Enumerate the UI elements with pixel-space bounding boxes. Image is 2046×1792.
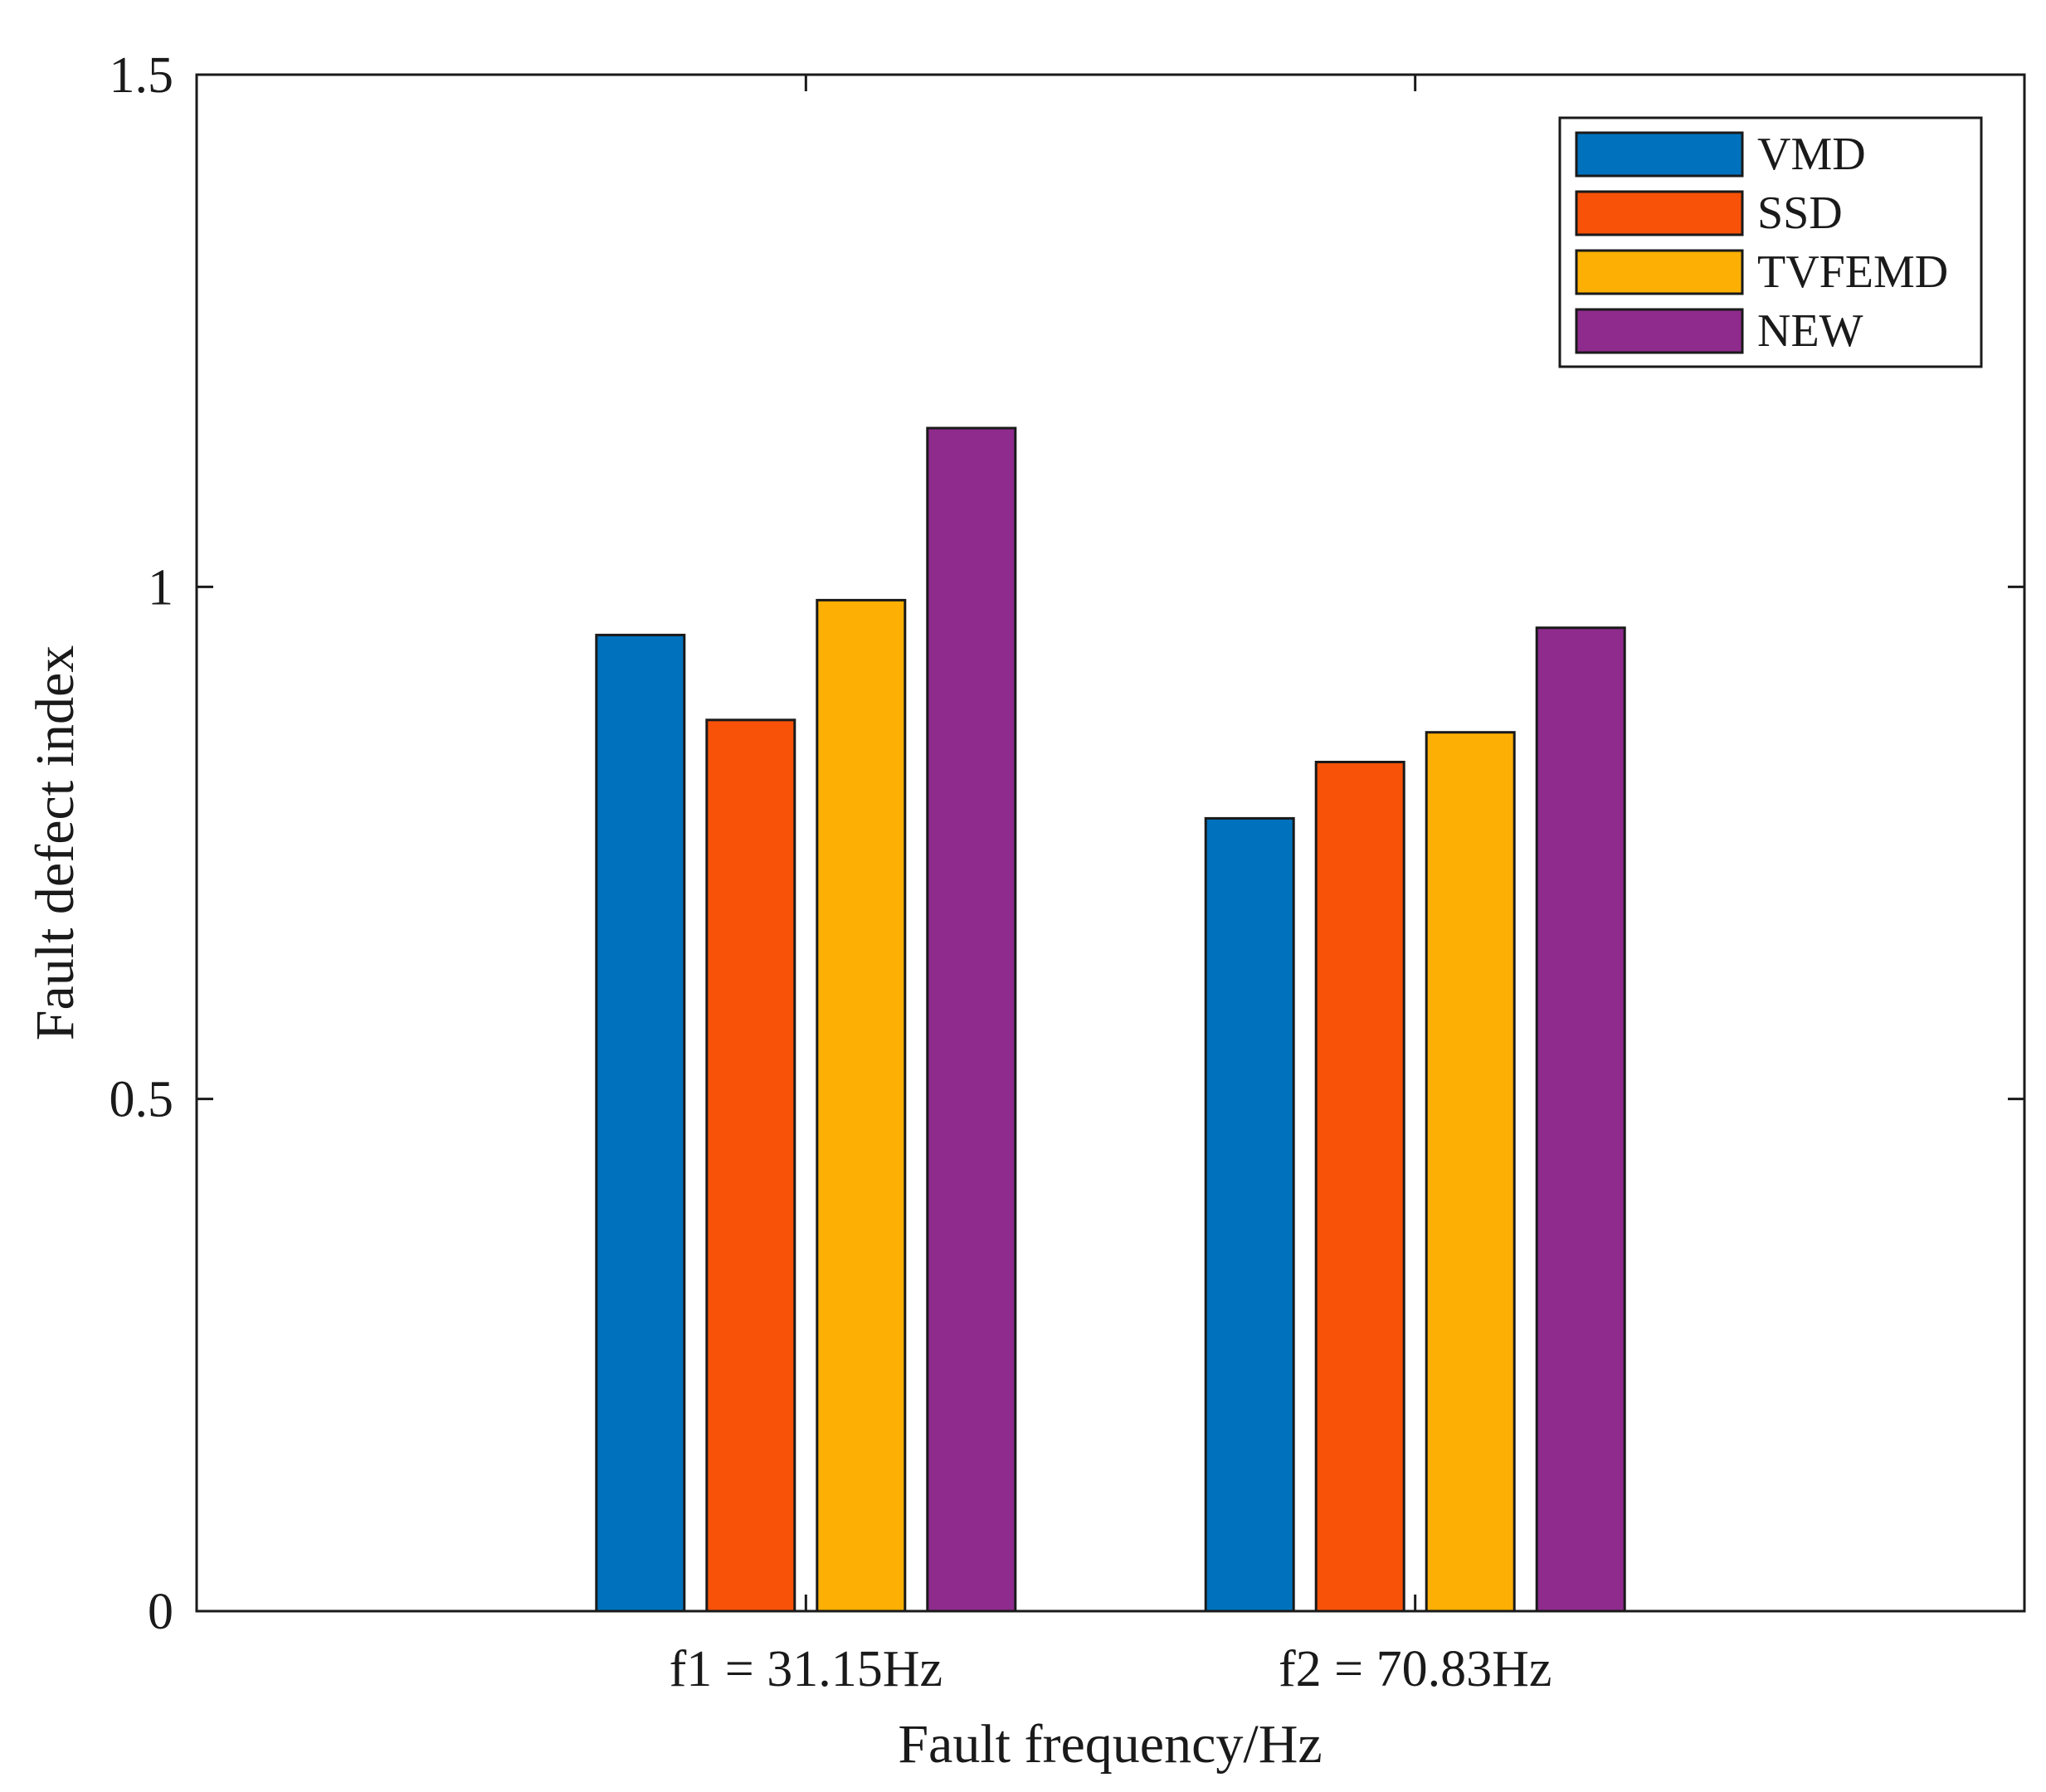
bar-ssd-cat2 [1314,761,1405,1613]
bar-new-cat2 [1535,626,1626,1613]
x-tick-labels: f1 = 31.15Hz f2 = 70.83Hz [670,1641,1552,1697]
ticks-layer [197,73,2024,1613]
bar-vmd-cat2 [1204,816,1295,1613]
legend-swatch-ssd [1575,190,1744,236]
y-tick-label: 1 [148,559,173,616]
y-tick-label: 0 [148,1584,173,1640]
x-tick-label: f2 = 70.83Hz [1279,1641,1552,1697]
legend-label-vmd: VMD [1757,129,1866,180]
legend-label-ssd: SSD [1757,187,1843,239]
legend-label-tvfemd: TVFEMD [1757,246,1948,298]
x-tick-label: f1 = 31.15Hz [670,1641,943,1697]
x-axis-title: Fault frequency/Hz [898,1714,1322,1775]
y-tick-label: 1.5 [110,47,174,104]
y-axis-title: Fault defect index [25,645,85,1041]
bar-tvfemd-cat1 [816,598,907,1613]
legend-swatch-vmd [1575,131,1744,178]
y-tick-label: 0.5 [110,1072,174,1128]
bar-new-cat1 [926,426,1017,1613]
bars-layer [595,426,1626,1613]
legend: VMD SSD TVFEMD NEW [1558,116,1983,368]
bar-vmd-cat1 [595,633,686,1613]
bar-tvfemd-cat2 [1425,731,1516,1613]
plot-area-frame [195,73,2026,1613]
legend-label-new: NEW [1757,305,1863,357]
legend-swatch-tvfemd [1575,249,1744,295]
bar-ssd-cat1 [705,718,796,1613]
y-tick-labels: 0 0.5 1 1.5 [110,47,174,1640]
legend-swatch-new [1575,308,1744,354]
